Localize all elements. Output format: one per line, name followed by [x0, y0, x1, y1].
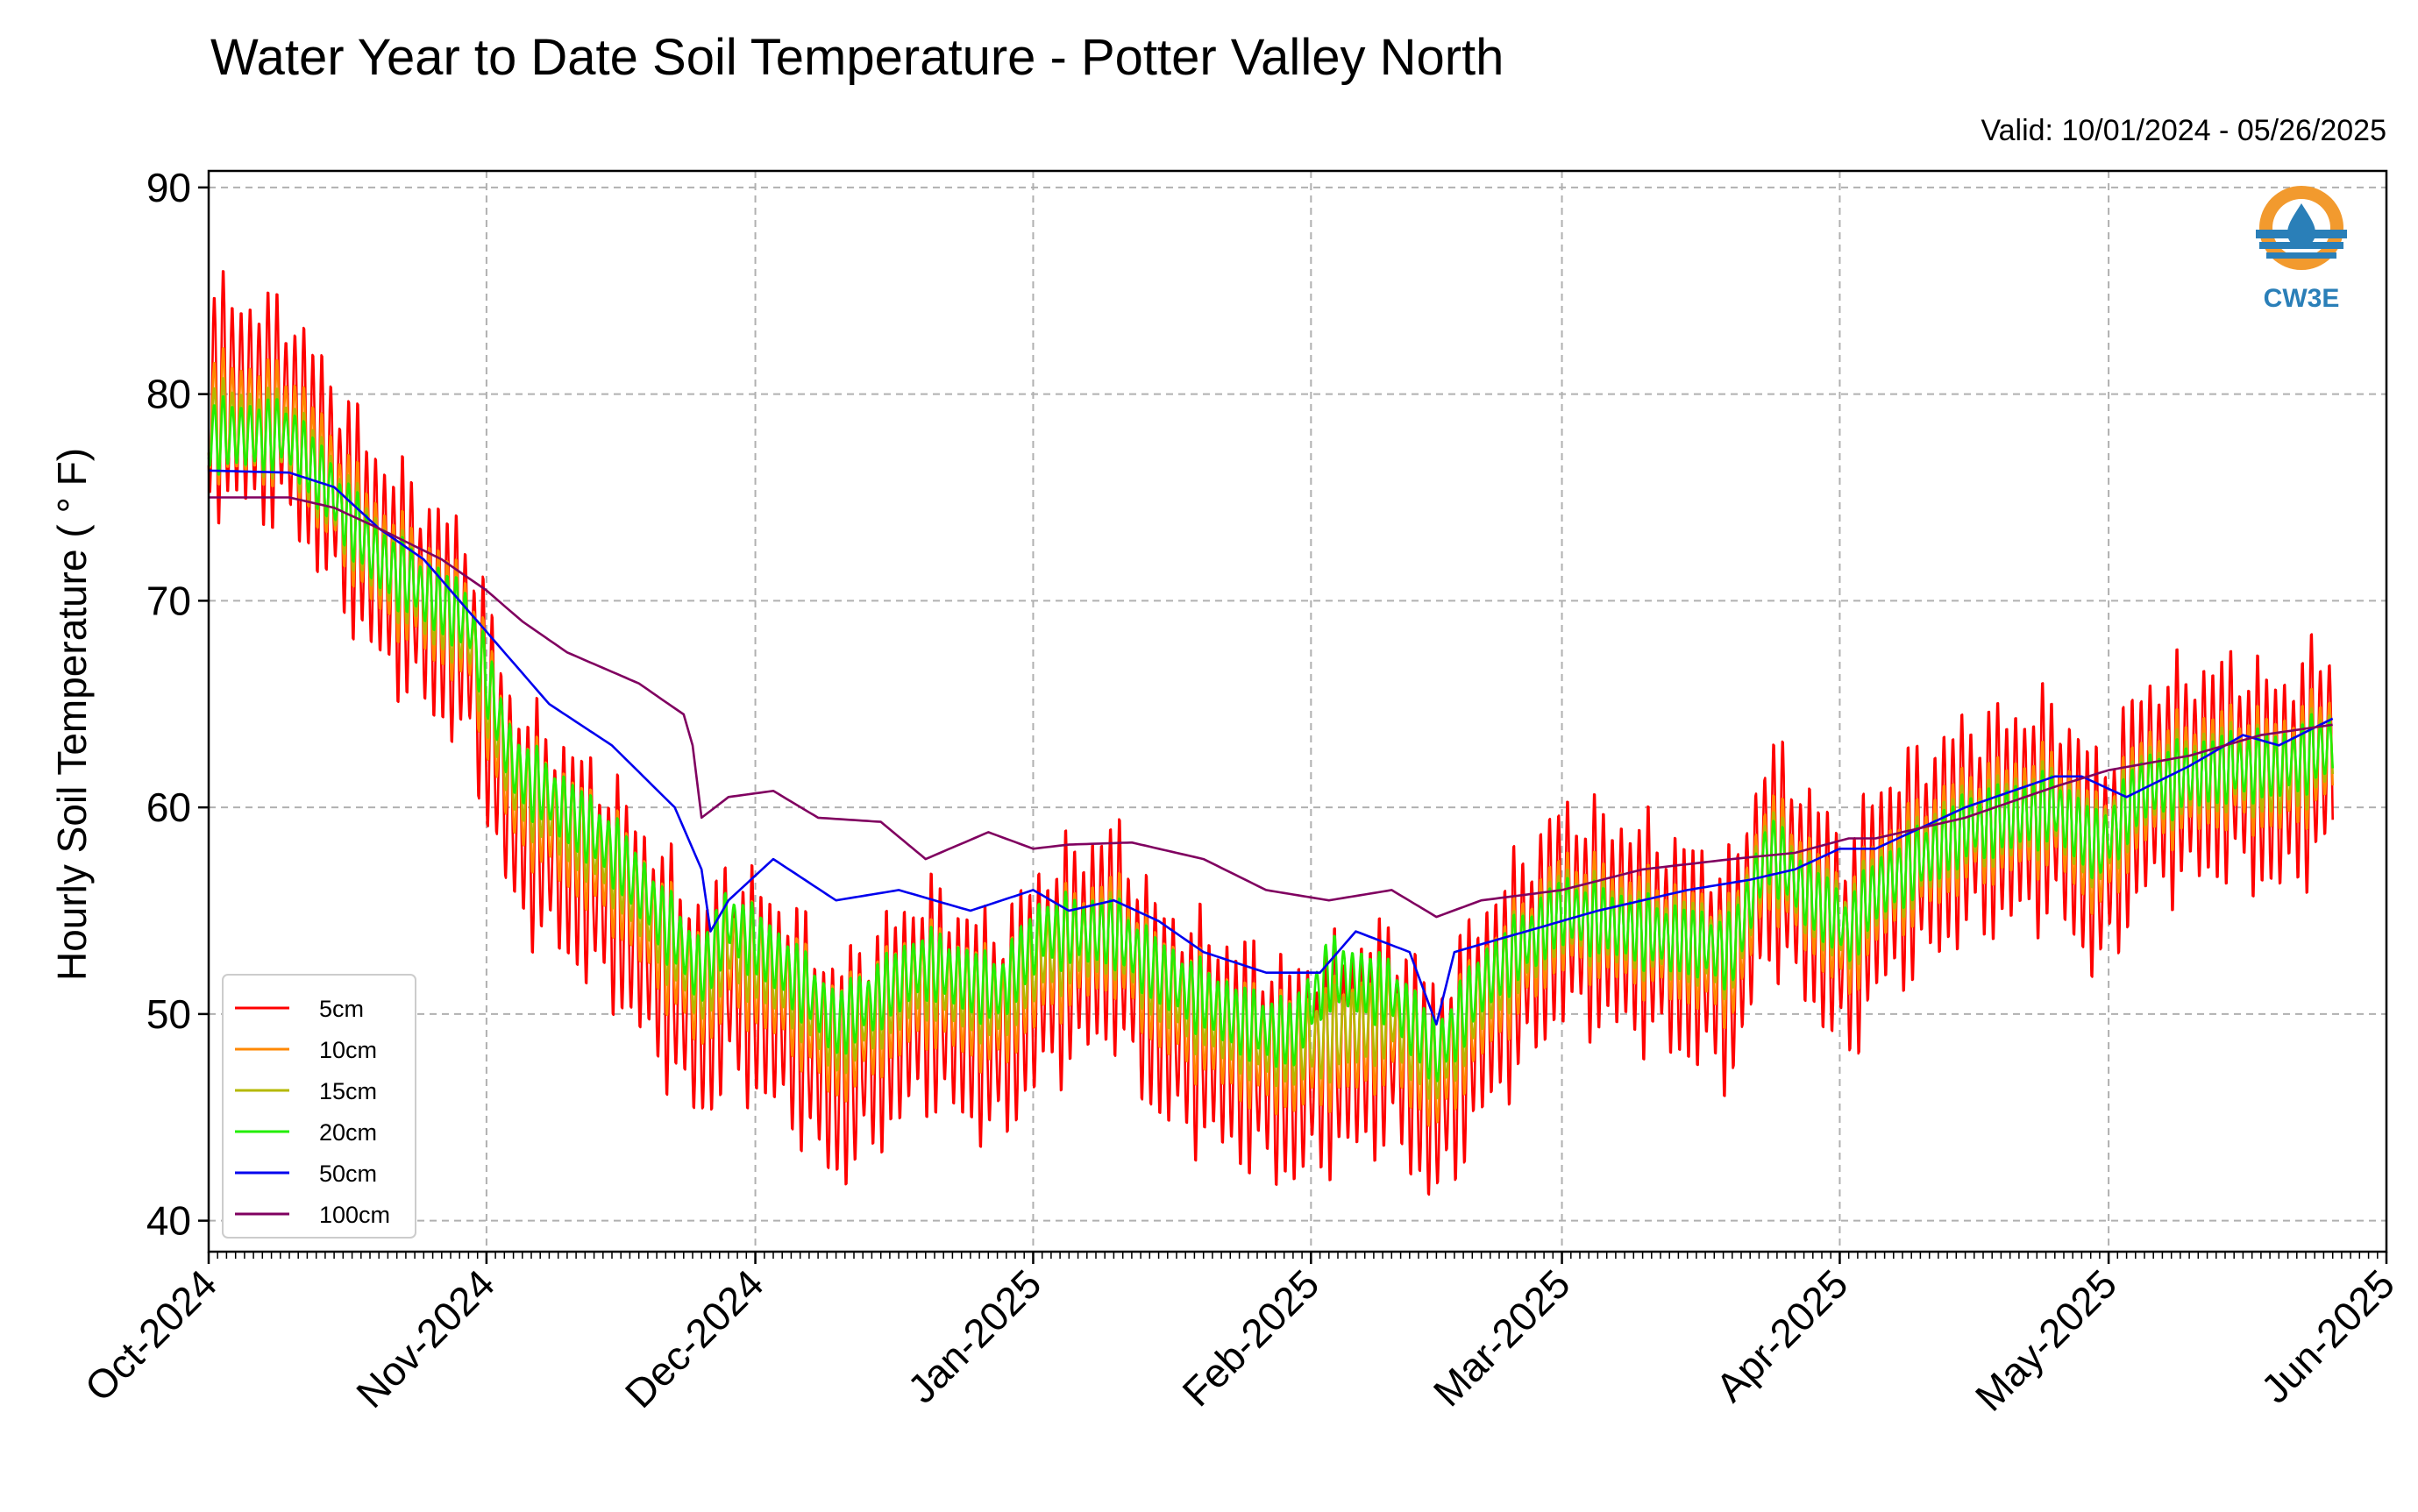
- chart-title: Water Year to Date Soil Temperature - Po…: [210, 29, 1504, 86]
- y-tick-label: 90: [146, 165, 191, 210]
- y-tick-label: 80: [146, 372, 191, 417]
- series-line-100cm: [209, 496, 2333, 919]
- logo-water-band-3: [2266, 252, 2336, 259]
- y-axis-ticks: 40 50 60 70 80 90: [146, 165, 209, 1244]
- legend-label-20cm: 20cm: [319, 1119, 377, 1146]
- x-tick-label: Jun-2025: [2252, 1260, 2403, 1411]
- x-tick-label: Mar-2025: [1425, 1260, 1579, 1415]
- logo-label: CW3E: [2264, 284, 2340, 313]
- legend-label-5cm: 5cm: [319, 996, 364, 1022]
- plot-frame: [207, 169, 2388, 1253]
- y-axis-label: Hourly Soil Temperature ( ° F): [49, 448, 95, 981]
- x-tick-label: Jan-2025: [899, 1260, 1049, 1411]
- x-tick-label: Dec-2024: [616, 1260, 772, 1416]
- legend-label-100cm: 100cm: [319, 1202, 390, 1228]
- x-axis-ticks: Oct-2024 Nov-2024 Dec-2024 Jan-2025 Feb-2025…: [76, 1252, 2403, 1420]
- series-line-20cm: [207, 395, 2334, 1083]
- cw3e-logo: CW3E: [2256, 186, 2347, 313]
- series-layer: [207, 270, 2334, 1196]
- y-tick-label: 40: [146, 1198, 191, 1244]
- x-tick-label: Nov-2024: [347, 1260, 503, 1416]
- logo-drop-icon: [2287, 203, 2315, 247]
- y-tick-label: 60: [146, 784, 191, 830]
- legend: 5cm 10cm 15cm 20cm 50cm 100cm: [222, 974, 416, 1239]
- legend-label-15cm: 15cm: [319, 1078, 377, 1104]
- chart-subtitle: Valid: 10/01/2024 - 05/26/2025: [1981, 114, 2386, 147]
- series-line-50cm: [208, 469, 2334, 1026]
- x-tick-label: May-2025: [1966, 1260, 2125, 1419]
- y-tick-label: 50: [146, 991, 191, 1037]
- x-tick-label: Oct-2024: [76, 1260, 226, 1410]
- y-tick-label: 70: [146, 578, 191, 623]
- legend-label-10cm: 10cm: [319, 1037, 377, 1063]
- x-tick-label: Apr-2025: [1707, 1260, 1857, 1410]
- series-line-5cm: [207, 270, 2334, 1196]
- legend-label-50cm: 50cm: [319, 1161, 377, 1187]
- x-tick-label: Feb-2025: [1173, 1260, 1327, 1415]
